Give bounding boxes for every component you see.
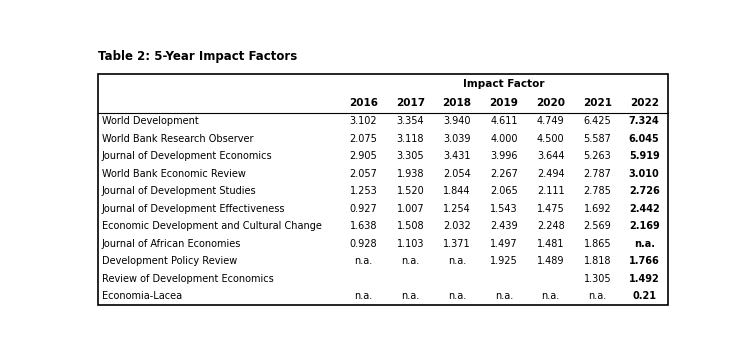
Text: Impact Factor: Impact Factor [463,79,545,89]
Text: n.a.: n.a. [495,291,513,302]
Text: 1.818: 1.818 [583,257,611,267]
Text: n.a.: n.a. [448,291,466,302]
Text: 3.039: 3.039 [443,134,471,144]
Text: n.a.: n.a. [448,257,466,267]
Text: 3.431: 3.431 [443,151,471,162]
Text: n.a.: n.a. [355,291,372,302]
Text: 2.065: 2.065 [490,186,518,196]
Text: n.a.: n.a. [355,257,372,267]
Text: 1.543: 1.543 [490,204,518,214]
Text: 2.569: 2.569 [583,222,612,231]
Text: 2.054: 2.054 [443,169,471,179]
Text: 3.305: 3.305 [396,151,424,162]
Text: 3.996: 3.996 [490,151,518,162]
Text: 1.844: 1.844 [443,186,471,196]
Text: 1.497: 1.497 [490,239,518,249]
Text: 2019: 2019 [489,98,519,108]
Text: 4.749: 4.749 [537,117,565,126]
Text: 1.305: 1.305 [583,274,611,284]
Text: 5.919: 5.919 [629,151,659,162]
Text: 2.032: 2.032 [443,222,471,231]
Text: 2017: 2017 [396,98,425,108]
Text: 2.169: 2.169 [629,222,659,231]
Text: 4.611: 4.611 [490,117,518,126]
Text: 3.644: 3.644 [537,151,565,162]
Text: 1.103: 1.103 [396,239,424,249]
Text: 1.925: 1.925 [490,257,518,267]
Text: n.a.: n.a. [542,291,559,302]
Text: 4.500: 4.500 [537,134,565,144]
Text: 1.007: 1.007 [396,204,424,214]
Text: 1.865: 1.865 [583,239,611,249]
Text: 2.787: 2.787 [583,169,612,179]
Text: World Development: World Development [102,117,198,126]
Text: 3.102: 3.102 [349,117,378,126]
Text: 3.354: 3.354 [396,117,424,126]
Text: 2016: 2016 [349,98,378,108]
Text: 2020: 2020 [536,98,565,108]
Text: 2.726: 2.726 [629,186,659,196]
Text: 1.508: 1.508 [396,222,424,231]
Bar [98,74,668,305]
Text: Review of Development Economics: Review of Development Economics [102,274,273,284]
Text: World Bank Research Observer: World Bank Research Observer [102,134,253,144]
Text: 1.489: 1.489 [537,257,565,267]
Text: Table 2: 5-Year Impact Factors: Table 2: 5-Year Impact Factors [98,50,297,63]
Text: Journal of Development Effectiveness: Journal of Development Effectiveness [102,204,285,214]
Text: 2022: 2022 [630,98,659,108]
Text: 1.766: 1.766 [629,257,659,267]
Text: n.a.: n.a. [589,291,606,302]
Text: 2.905: 2.905 [349,151,378,162]
Text: 1.254: 1.254 [443,204,471,214]
Text: 2.248: 2.248 [537,222,565,231]
Text: 6.425: 6.425 [583,117,612,126]
Text: Journal of Development Economics: Journal of Development Economics [102,151,273,162]
Text: n.a.: n.a. [402,291,419,302]
Text: 2.267: 2.267 [490,169,518,179]
Text: Journal of Development Studies: Journal of Development Studies [102,186,256,196]
Text: 2021: 2021 [583,98,612,108]
Text: 5.587: 5.587 [583,134,612,144]
Text: Economic Development and Cultural Change: Economic Development and Cultural Change [102,222,322,231]
Text: 2018: 2018 [443,98,472,108]
Text: Journal of African Economies: Journal of African Economies [102,239,241,249]
Text: n.a.: n.a. [402,257,419,267]
Text: 0.928: 0.928 [349,239,378,249]
Text: Economia-Lacea: Economia-Lacea [102,291,182,302]
Text: 1.938: 1.938 [396,169,424,179]
Text: 2.494: 2.494 [537,169,565,179]
Text: 2.057: 2.057 [349,169,378,179]
Text: 1.692: 1.692 [583,204,611,214]
Text: 2.439: 2.439 [490,222,518,231]
Text: 3.118: 3.118 [396,134,424,144]
Text: n.a.: n.a. [634,239,655,249]
Text: 4.000: 4.000 [490,134,518,144]
Text: 1.371: 1.371 [443,239,471,249]
Text: 2.785: 2.785 [583,186,612,196]
Text: 1.520: 1.520 [396,186,424,196]
Text: 1.253: 1.253 [349,186,378,196]
Text: 5.263: 5.263 [583,151,612,162]
Text: 1.475: 1.475 [537,204,565,214]
Text: 3.940: 3.940 [443,117,471,126]
Text: 0.927: 0.927 [349,204,378,214]
Text: Development Policy Review: Development Policy Review [102,257,237,267]
Text: 0.21: 0.21 [633,291,656,302]
Text: World Bank Economic Review: World Bank Economic Review [102,169,246,179]
Text: 3.010: 3.010 [629,169,659,179]
Text: 1.481: 1.481 [537,239,565,249]
Text: 6.045: 6.045 [629,134,659,144]
Text: 2.442: 2.442 [629,204,659,214]
Text: 2.111: 2.111 [537,186,565,196]
Text: 1.492: 1.492 [629,274,659,284]
Text: 2.075: 2.075 [349,134,378,144]
Text: 1.638: 1.638 [350,222,377,231]
Text: 7.324: 7.324 [629,117,659,126]
